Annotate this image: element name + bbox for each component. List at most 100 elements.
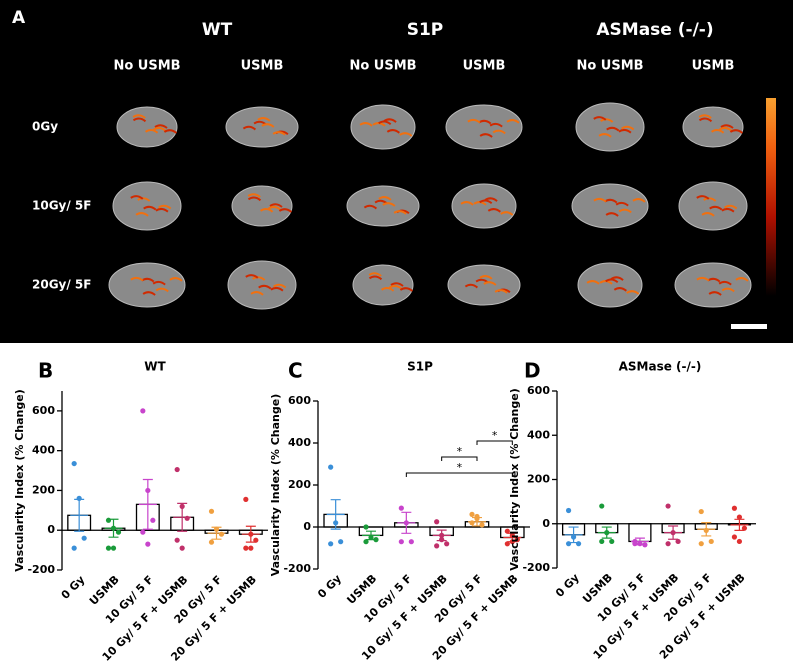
- chart-title: ASMase (-/-): [619, 360, 702, 374]
- tumor-image: [108, 262, 186, 308]
- data-point: [363, 539, 369, 545]
- data-point: [565, 507, 572, 514]
- vessel: [479, 133, 493, 138]
- vessel: [142, 291, 156, 296]
- vessel: [130, 195, 144, 200]
- data-point: [731, 534, 738, 540]
- data-point: [637, 541, 643, 547]
- data-point: [81, 535, 87, 541]
- y-tick-label: 200: [527, 473, 550, 486]
- vessel: [506, 119, 520, 124]
- data-point: [218, 531, 225, 537]
- data-point: [736, 538, 743, 545]
- vessel: [718, 280, 732, 286]
- chart-title: S1P: [407, 360, 433, 374]
- vessel: [261, 123, 275, 128]
- vessel: [479, 275, 493, 280]
- data-point: [105, 517, 112, 523]
- y-tick-label: 400: [527, 428, 550, 441]
- tumor-image: [227, 260, 297, 310]
- vessel: [708, 291, 722, 296]
- condition-label: No USMB: [113, 59, 180, 74]
- vessel: [245, 274, 259, 279]
- vessel: [467, 118, 481, 124]
- vessel: [386, 129, 400, 134]
- error-bar: [70, 498, 89, 532]
- data-point: [363, 524, 369, 530]
- vessel: [130, 276, 144, 282]
- vessel: [586, 280, 600, 285]
- data-point: [333, 520, 339, 526]
- group-label: S1P: [407, 20, 444, 40]
- data-point: [174, 466, 180, 473]
- y-tick-label: -200: [522, 561, 550, 574]
- vessel: [613, 287, 627, 292]
- data-point: [434, 543, 440, 549]
- error-bar: [326, 499, 345, 530]
- condition-label: USMB: [241, 59, 284, 74]
- data-point: [140, 408, 146, 414]
- data-point: [208, 508, 215, 514]
- vessel: [399, 132, 413, 137]
- significance-bracket: [476, 440, 513, 445]
- vessel: [696, 276, 710, 282]
- vessel: [152, 280, 166, 286]
- vessel: [399, 287, 414, 292]
- x-tick-label: USMB: [344, 572, 379, 607]
- vessel: [483, 281, 497, 286]
- data-point: [670, 530, 676, 536]
- vessel: [260, 208, 274, 213]
- vessel: [698, 114, 712, 119]
- data-point: [632, 541, 638, 547]
- data-point: [140, 529, 146, 535]
- vessel: [711, 129, 725, 134]
- vessel: [464, 283, 479, 289]
- vessel: [701, 212, 715, 217]
- data-point: [469, 520, 475, 526]
- vessel: [252, 276, 266, 281]
- data-point: [439, 532, 445, 539]
- vessel: [393, 210, 407, 215]
- vessel: [368, 275, 383, 281]
- data-point: [403, 520, 409, 526]
- data-point: [368, 534, 374, 541]
- data-point: [479, 522, 485, 528]
- data-point: [575, 541, 582, 547]
- data-point: [570, 534, 577, 540]
- condition-label: No USMB: [576, 59, 643, 74]
- data-point: [408, 539, 414, 545]
- tumor-image: [225, 106, 299, 148]
- vessel: [610, 276, 624, 281]
- data-point: [184, 515, 190, 521]
- data-point: [698, 541, 704, 547]
- vessel: [381, 287, 395, 292]
- tumor-image: [346, 185, 420, 227]
- data-point: [115, 529, 122, 535]
- error-bar: [468, 516, 486, 527]
- panel-label: C: [288, 359, 303, 383]
- data-point: [741, 525, 748, 531]
- y-tick-label: 0: [303, 520, 311, 533]
- data-point: [71, 460, 77, 467]
- data-point: [665, 503, 671, 509]
- y-tick-label: 600: [32, 404, 55, 417]
- y-tick-label: 0: [47, 523, 55, 536]
- vessel: [137, 197, 151, 202]
- data-point: [439, 537, 445, 543]
- vessel: [618, 128, 632, 134]
- data-point: [565, 541, 572, 547]
- y-axis-label: Vascularity Index (% Change): [508, 388, 521, 570]
- vessel: [378, 196, 392, 201]
- y-tick-label: 400: [32, 444, 55, 457]
- data-point: [145, 487, 151, 494]
- x-tick-label: 0 Gy: [553, 571, 582, 600]
- vessel: [618, 208, 632, 214]
- data-point: [675, 538, 681, 545]
- data-point: [145, 541, 151, 547]
- y-tick-label: 0: [542, 517, 550, 530]
- vessel: [598, 133, 612, 138]
- data-point: [398, 539, 404, 545]
- panel-label: A: [12, 8, 26, 28]
- data-point: [444, 541, 450, 547]
- vessel: [626, 290, 640, 295]
